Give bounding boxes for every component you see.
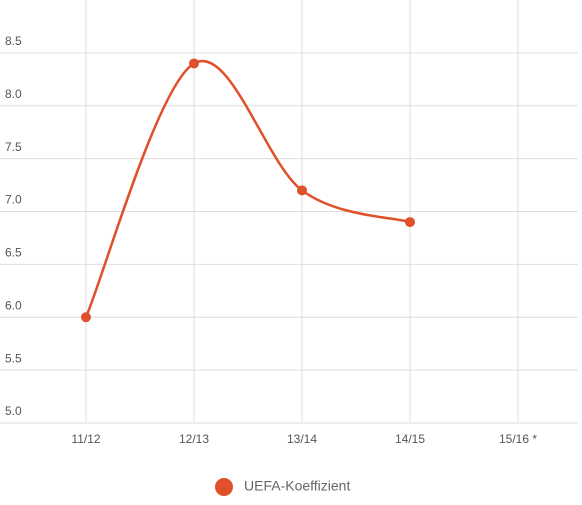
x-tick-label: 12/13 bbox=[179, 432, 209, 446]
y-tick-label: 7.0 bbox=[5, 193, 22, 207]
point bbox=[81, 312, 91, 323]
point bbox=[405, 217, 415, 228]
legend-marker bbox=[215, 478, 233, 496]
y-tick-label: 6.5 bbox=[5, 246, 22, 260]
point bbox=[297, 185, 307, 196]
x-tick-label: 13/14 bbox=[287, 432, 317, 446]
y-tick-label: 8.5 bbox=[5, 34, 22, 48]
x-tick-label: 11/12 bbox=[71, 432, 100, 446]
y-tick-label: 8.0 bbox=[5, 87, 22, 101]
x-tick-label: 14/15 bbox=[395, 432, 425, 446]
y-tick-label: 7.5 bbox=[5, 140, 22, 154]
point bbox=[189, 58, 199, 69]
x-tick-label: 15/16 * bbox=[499, 432, 537, 446]
y-tick-label: 5.0 bbox=[5, 404, 22, 418]
line bbox=[84, 59, 411, 318]
y-tick-label: 6.0 bbox=[5, 298, 22, 312]
legend-text: UEFA-Koeffizient bbox=[244, 478, 350, 494]
y-tick-label: 5.5 bbox=[5, 351, 22, 365]
